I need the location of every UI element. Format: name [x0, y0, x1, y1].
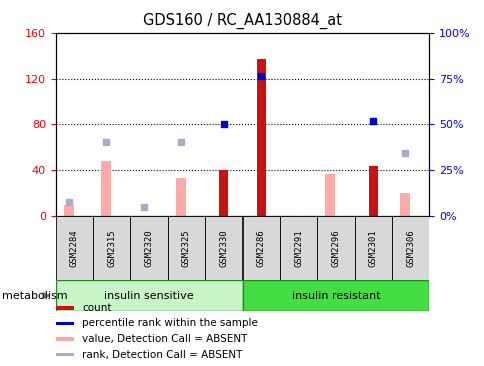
Bar	[56, 322, 75, 325]
Text: GSM2315: GSM2315	[107, 229, 116, 267]
Bar	[56, 216, 93, 280]
Bar	[56, 353, 75, 356]
Bar	[242, 216, 279, 280]
Text: percentile rank within the sample: percentile rank within the sample	[82, 318, 257, 328]
Text: GSM2320: GSM2320	[144, 229, 153, 267]
Text: GSM2284: GSM2284	[70, 229, 79, 267]
Bar	[256, 59, 265, 216]
Text: GSM2306: GSM2306	[405, 229, 414, 267]
Bar	[130, 216, 167, 280]
Bar	[391, 216, 428, 280]
Text: insulin resistant: insulin resistant	[291, 291, 379, 300]
Bar	[399, 193, 409, 216]
Bar	[205, 216, 242, 280]
Bar	[242, 280, 428, 311]
Bar	[354, 216, 391, 280]
Bar	[175, 178, 186, 216]
Bar	[368, 165, 377, 216]
Bar	[324, 173, 335, 216]
Text: GSM2325: GSM2325	[182, 229, 191, 267]
Text: GSM2296: GSM2296	[331, 229, 340, 267]
Bar	[317, 216, 354, 280]
Bar	[63, 205, 74, 216]
Text: GSM2291: GSM2291	[293, 229, 302, 267]
Text: GSM2286: GSM2286	[256, 229, 265, 267]
Bar	[56, 280, 242, 311]
Text: metabolism: metabolism	[2, 291, 68, 300]
Bar	[56, 306, 75, 310]
Bar	[56, 337, 75, 341]
Bar	[101, 161, 111, 216]
Text: GSM2301: GSM2301	[368, 229, 377, 267]
Text: count: count	[82, 303, 111, 313]
Text: GDS160 / RC_AA130884_at: GDS160 / RC_AA130884_at	[143, 13, 341, 29]
Text: rank, Detection Call = ABSENT: rank, Detection Call = ABSENT	[82, 350, 242, 359]
Bar	[93, 216, 130, 280]
Bar	[219, 170, 228, 216]
Bar	[167, 216, 205, 280]
Text: GSM2330: GSM2330	[219, 229, 228, 267]
Text: value, Detection Call = ABSENT: value, Detection Call = ABSENT	[82, 334, 247, 344]
Text: insulin sensitive: insulin sensitive	[104, 291, 194, 300]
Bar	[279, 216, 317, 280]
